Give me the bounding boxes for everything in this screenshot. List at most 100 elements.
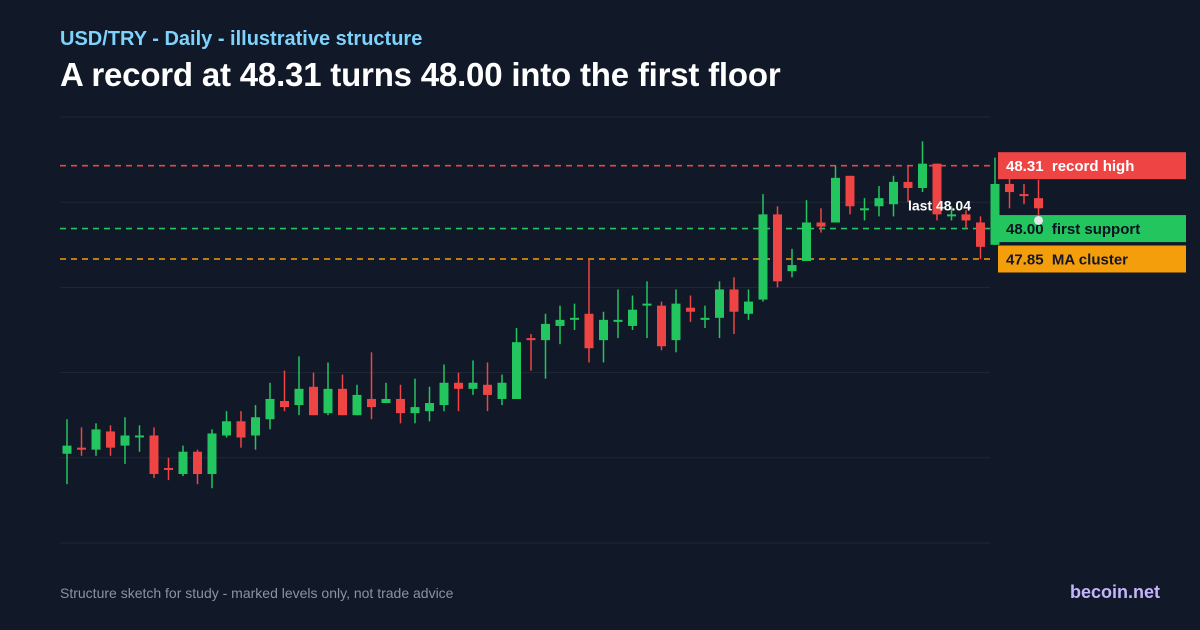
candle-body <box>222 421 231 436</box>
candle-body <box>512 342 521 399</box>
candle-body <box>280 401 289 408</box>
brand-link[interactable]: becoin.net <box>1069 582 1160 602</box>
candle <box>91 423 101 456</box>
candle-body <box>193 451 202 475</box>
candle <box>613 289 623 339</box>
level-badge-ma <box>998 245 1186 273</box>
candle <box>164 457 173 481</box>
candle <box>483 362 492 412</box>
candle <box>874 185 884 217</box>
candle <box>758 194 768 302</box>
candle-body <box>236 421 246 438</box>
candle-body <box>367 398 376 408</box>
candle <box>744 289 753 320</box>
candle-body <box>642 303 652 306</box>
candle <box>222 411 231 438</box>
candle <box>599 311 608 363</box>
candle <box>526 334 536 371</box>
disclaimer-note: Structure sketch for study - marked leve… <box>60 585 454 601</box>
candle-body <box>816 222 826 227</box>
candle <box>338 374 347 416</box>
candle <box>1019 183 1029 205</box>
candle <box>541 313 550 379</box>
candle-body <box>802 222 811 262</box>
candle-body <box>715 289 724 318</box>
candle-body <box>439 382 449 406</box>
candle <box>773 206 782 288</box>
candle <box>889 175 898 217</box>
candle-body <box>729 289 739 312</box>
candle <box>251 405 260 450</box>
candle <box>425 386 434 422</box>
candle <box>845 175 855 215</box>
candle <box>62 419 72 485</box>
candle <box>512 327 521 399</box>
candle <box>570 303 579 330</box>
candle-body <box>178 451 188 475</box>
candle-body <box>207 433 217 475</box>
candle-body <box>309 386 318 416</box>
candle-body <box>483 384 492 395</box>
candle-body <box>700 317 710 320</box>
candle-body <box>526 338 536 341</box>
candle-body <box>787 265 797 272</box>
candle <box>686 295 695 322</box>
candle-body <box>265 398 275 420</box>
candle <box>816 208 826 233</box>
candle-body <box>381 398 391 404</box>
candle-body <box>1034 198 1043 209</box>
candle-body <box>613 319 623 322</box>
candle <box>207 429 217 489</box>
candle-body <box>628 309 637 326</box>
candle <box>106 425 115 456</box>
candle-body <box>135 435 144 438</box>
candle <box>990 157 1000 245</box>
last-price-label: last 48.04 <box>908 197 971 213</box>
candle <box>367 352 376 420</box>
candle-body <box>120 435 130 446</box>
candle <box>628 295 637 330</box>
candle-body <box>889 181 898 205</box>
candle-body <box>425 403 434 412</box>
candle-body <box>831 177 840 223</box>
candle <box>802 200 811 262</box>
candle <box>497 374 507 406</box>
candle-body <box>961 214 971 221</box>
level-label-ma: 47.85 MA cluster <box>1006 252 1128 269</box>
candle <box>135 425 144 452</box>
candle <box>439 364 449 412</box>
candle <box>657 301 666 351</box>
candle-body <box>773 214 782 282</box>
last-price-marker <box>1034 215 1043 225</box>
candle-body <box>976 222 985 247</box>
candle <box>642 281 652 339</box>
candle-body <box>1019 194 1029 197</box>
candle <box>918 141 927 193</box>
candle <box>584 259 594 363</box>
candle-body <box>62 445 72 454</box>
candle <box>149 427 159 479</box>
candle <box>410 378 420 424</box>
candle <box>309 372 318 416</box>
candle-body <box>845 175 855 207</box>
chart-title: A record at 48.31 turns 48.00 into the f… <box>60 56 781 93</box>
candle-body <box>657 305 666 347</box>
candle <box>831 165 840 223</box>
candle <box>903 165 913 203</box>
candle <box>280 370 289 412</box>
candle-body <box>903 181 913 188</box>
level-badge-record <box>998 152 1186 180</box>
candle <box>671 289 681 353</box>
candle <box>700 305 710 328</box>
candle-body <box>396 398 405 414</box>
level-label-record: 48.31 record high <box>1006 158 1134 175</box>
candle <box>715 281 724 339</box>
candle-body <box>106 431 115 448</box>
candle-body <box>251 417 260 436</box>
level-label-support: 48.00 first support <box>1006 221 1140 238</box>
candle-body <box>1005 183 1014 193</box>
candle-body <box>947 214 956 217</box>
candle <box>787 248 797 278</box>
candle <box>323 362 333 416</box>
